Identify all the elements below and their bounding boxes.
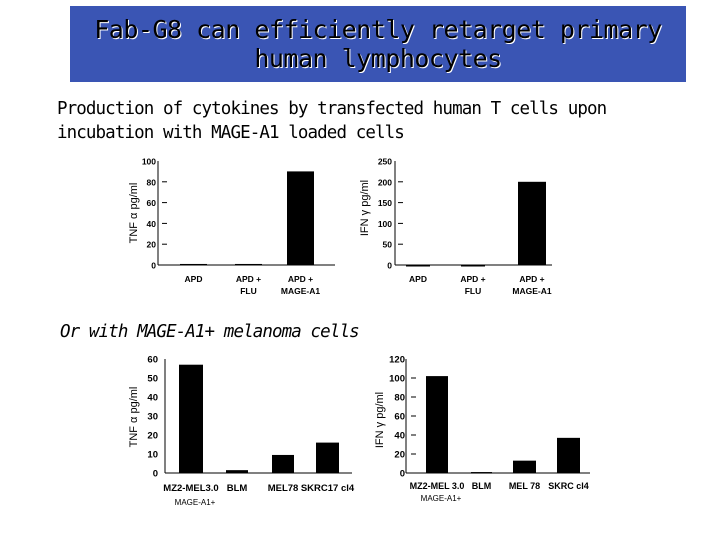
- y-axis-label: IFN γ pg/ml: [374, 392, 386, 448]
- bar: [272, 454, 294, 473]
- y-tick-label: 20: [394, 450, 405, 461]
- x-category-label: MEL78: [268, 483, 299, 494]
- bar: [180, 263, 207, 266]
- y-tick-label: 50: [383, 240, 393, 250]
- y-tick-label: 100: [378, 219, 392, 229]
- x-category-label: MAGE-A1: [512, 286, 551, 296]
- y-tick-label: 0: [400, 469, 405, 480]
- section1-caption-line-2: incubation with MAGE-A1 loaded cells: [57, 123, 405, 143]
- y-tick-label: 30: [147, 412, 158, 423]
- x-sublabel: MAGE-A1+: [421, 494, 462, 503]
- y-tick-label: 20: [147, 240, 157, 250]
- section1-caption: Production of cytokines by transfected h…: [57, 97, 607, 145]
- y-tick-label: 80: [147, 177, 157, 187]
- y-tick-label: 200: [378, 177, 392, 187]
- section1-caption-line-1: Production of cytokines by transfected h…: [57, 99, 607, 119]
- y-axis-label: TNF α pg/ml: [128, 183, 140, 244]
- title-line-1: Fab-G8 can efficiently retarget primary: [94, 15, 662, 44]
- x-category-label: MEL 78: [509, 481, 540, 491]
- bar: [179, 364, 203, 473]
- bar: [518, 181, 546, 265]
- y-tick-label: 150: [378, 198, 392, 208]
- x-category-label: MZ2-MEL3.0: [163, 483, 218, 494]
- y-tick-label: 80: [394, 393, 405, 404]
- bar: [461, 265, 485, 267]
- y-tick-label: 50: [147, 374, 158, 385]
- y-tick-label: 100: [142, 157, 156, 167]
- y-axis-label: TNF α pg/ml: [128, 387, 140, 448]
- y-tick-label: 250: [378, 157, 392, 167]
- y-tick-label: 10: [147, 450, 158, 461]
- title-line-2: human lymphocytes: [254, 44, 502, 73]
- y-tick-label: 20: [147, 431, 158, 442]
- y-tick-label: 40: [147, 219, 157, 229]
- bar: [316, 442, 339, 473]
- x-category-label: APD +: [236, 274, 261, 284]
- x-category-label: APD +: [519, 274, 544, 284]
- bar: [557, 437, 580, 473]
- x-category-label: SKRC cl4: [548, 481, 589, 491]
- bar: [471, 472, 492, 474]
- y-tick-label: 120: [389, 355, 405, 366]
- x-category-label: APD +: [460, 274, 485, 284]
- x-category-label: BLM: [227, 483, 248, 494]
- x-category-label: APD: [185, 274, 203, 284]
- y-tick-label: 60: [147, 198, 157, 208]
- x-category-label: APD +: [288, 274, 313, 284]
- y-tick-label: 40: [394, 431, 405, 442]
- section2-caption: Or with MAGE-A1+ melanoma cells: [60, 322, 360, 342]
- x-category-label: FLU: [240, 286, 257, 296]
- y-tick-label: 100: [389, 374, 405, 385]
- bar: [287, 171, 314, 265]
- bar: [235, 263, 262, 266]
- title-banner: Fab-G8 can efficiently retarget primary …: [70, 6, 686, 82]
- bar: [226, 470, 248, 473]
- y-tick-label: 40: [147, 393, 158, 404]
- y-tick-label: 0: [153, 469, 158, 480]
- x-category-label: BLM: [472, 481, 492, 491]
- bar: [426, 376, 448, 473]
- y-axis-label: IFN γ pg/ml: [359, 180, 371, 236]
- y-tick-label: 60: [147, 355, 158, 366]
- x-category-label: APD: [409, 274, 427, 284]
- y-tick-label: 0: [387, 261, 392, 271]
- y-tick-label: 0: [151, 261, 156, 271]
- y-tick-label: 60: [394, 412, 405, 423]
- x-sublabel: MAGE-A1+: [175, 498, 216, 507]
- x-category-label: MAGE-A1: [281, 286, 320, 296]
- x-category-label: MZ2-MEL 3.0: [410, 481, 465, 491]
- bar: [513, 460, 536, 473]
- x-category-label: FLU: [465, 286, 482, 296]
- bar: [406, 265, 430, 267]
- x-category-label: SKRC17 cl4: [301, 483, 355, 494]
